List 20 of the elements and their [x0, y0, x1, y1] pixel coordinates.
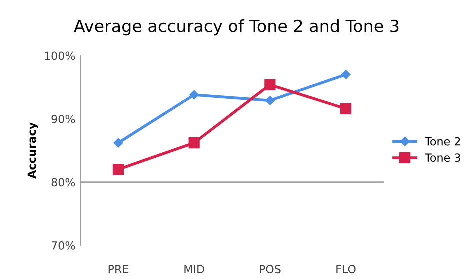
- y-tick-label: 70%: [52, 241, 76, 250]
- x-tick-label: POS: [260, 265, 281, 274]
- x-tick-label: FLO: [336, 265, 356, 274]
- point: [112, 164, 124, 176]
- point: [266, 96, 275, 106]
- legend-label: Tone 2: [425, 137, 460, 146]
- legend-label: Tone 3: [425, 154, 460, 162]
- point: [340, 103, 352, 114]
- y-axis-title: Accuracy: [28, 122, 38, 179]
- point: [264, 79, 276, 90]
- point: [114, 138, 124, 148]
- chart-title: Average accuracy of Tone 2 and Tone 3: [74, 20, 399, 36]
- point: [190, 90, 199, 100]
- x-tick-label: MID: [184, 265, 204, 274]
- x-tick-label: PRE: [108, 265, 129, 274]
- y-tick-label: 90%: [52, 115, 76, 124]
- point: [341, 70, 351, 80]
- point: [188, 138, 200, 149]
- y-tick-label: 80%: [52, 178, 76, 187]
- y-tick-label: 100%: [45, 52, 76, 60]
